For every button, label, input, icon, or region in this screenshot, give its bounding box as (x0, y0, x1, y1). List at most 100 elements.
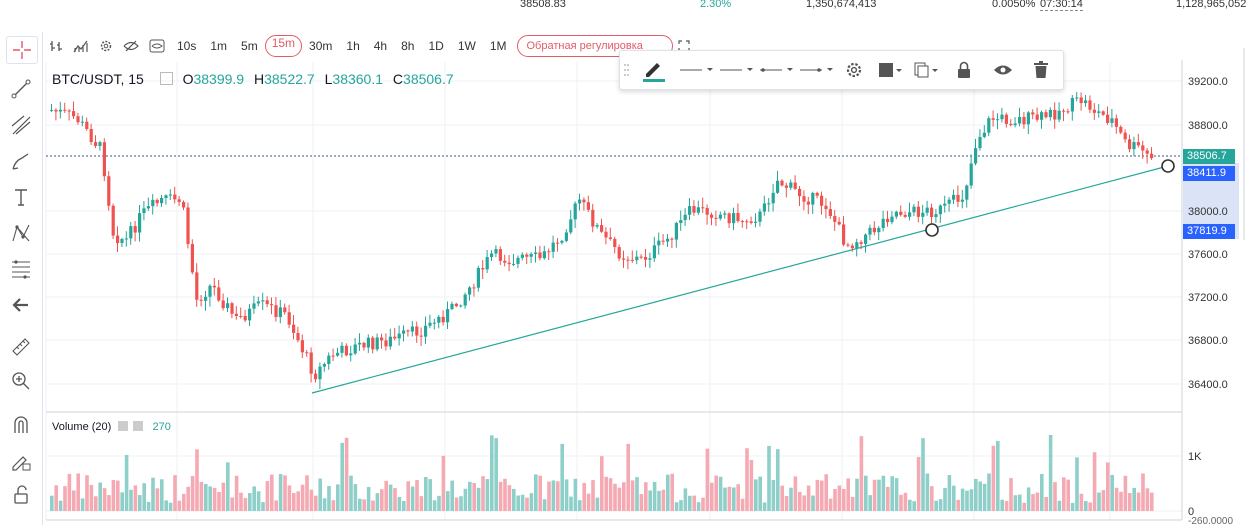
candle-body (1018, 116, 1022, 124)
volume-bar (340, 442, 344, 511)
text-tool[interactable] (6, 184, 36, 210)
candle-body (564, 232, 568, 241)
timeframe-1mo[interactable]: 1M (489, 39, 507, 53)
candle-body (705, 207, 709, 215)
timeframe-4h[interactable]: 4h (373, 39, 388, 53)
candle-body (661, 240, 665, 242)
volume-bar (375, 493, 380, 511)
volume-bar (1141, 473, 1145, 511)
timeframe-1d[interactable]: 1D (428, 39, 444, 53)
volume-bar (98, 482, 102, 511)
candle-body (793, 182, 797, 189)
candle-body (331, 355, 335, 357)
drag-handle[interactable] (620, 51, 632, 89)
volume-bar (1013, 495, 1018, 511)
drawing-settings-button[interactable] (836, 51, 872, 89)
volume-bar (943, 488, 947, 511)
legend-symbol[interactable]: BTC/USDT, 15 (52, 71, 144, 87)
delete-button[interactable] (1022, 51, 1060, 89)
lock-button[interactable] (944, 51, 984, 89)
volume-bar (402, 500, 406, 511)
volume-bar (1079, 493, 1084, 511)
lock-drawings-tool[interactable] (6, 448, 36, 474)
line-start-button[interactable] (756, 51, 796, 89)
candle-body (952, 194, 956, 200)
trend-line-tool[interactable] (6, 76, 36, 102)
settings-button[interactable] (94, 35, 118, 57)
volume-close-icon[interactable] (133, 421, 144, 431)
candle-body (151, 199, 155, 207)
candle-body (670, 238, 674, 240)
candle-body (740, 221, 744, 223)
timeframe-8h[interactable]: 8h (401, 39, 415, 53)
timeframe-30m[interactable]: 30m (309, 39, 333, 53)
volume-bar (648, 490, 652, 511)
unlock-tool[interactable] (6, 482, 36, 508)
volume-bar (305, 475, 309, 511)
timeframe-1m[interactable]: 1m (210, 39, 228, 53)
candle-body (67, 110, 71, 112)
line-low-tag: 37819.9 (1183, 224, 1235, 239)
candle-body (1026, 112, 1030, 125)
candle-body (239, 315, 243, 317)
clone-button[interactable] (908, 51, 944, 89)
volume-bar (80, 498, 85, 511)
ruler-tool[interactable] (6, 334, 36, 360)
hide-drawings-button[interactable] (118, 35, 144, 57)
candle-body (309, 352, 313, 374)
fullscreen-button[interactable] (673, 35, 695, 57)
candle-body (644, 256, 648, 260)
timeframe-1h[interactable]: 1h (346, 39, 360, 53)
timeframe-10s[interactable]: 10s (177, 39, 197, 53)
line-width-button[interactable] (676, 51, 716, 89)
volume-bar (894, 478, 899, 511)
candle-body (542, 251, 546, 259)
volume-bar (815, 479, 820, 511)
volume-bar (850, 496, 855, 511)
visibility-button[interactable] (984, 51, 1022, 89)
crosshair-tool[interactable] (6, 36, 38, 64)
volume-bar (705, 448, 710, 511)
candle-body (899, 211, 903, 215)
pattern-tool[interactable] (6, 220, 36, 246)
compare-bars-button[interactable] (44, 35, 68, 57)
volume-bar (982, 483, 987, 511)
volume-bar (749, 459, 754, 511)
parallel-channel-tool[interactable] (6, 112, 36, 138)
indicators-button[interactable] (68, 35, 94, 57)
back-arrow-tool[interactable] (6, 292, 36, 318)
brush-tool[interactable] (6, 148, 36, 174)
candle-body (727, 213, 731, 224)
volume-settings-icon[interactable] (118, 421, 129, 431)
volume-bar (635, 477, 639, 511)
volume-bar (1075, 457, 1079, 511)
candle-body (960, 199, 964, 202)
volume-bar (639, 494, 644, 511)
volume-tick: 0 (1188, 506, 1195, 518)
timeframe-5m[interactable]: 5m (241, 39, 258, 53)
legend-settings-icon[interactable] (159, 72, 173, 85)
template-button[interactable] (872, 51, 908, 89)
volume-bar (745, 448, 749, 511)
line-width-icon (680, 68, 713, 71)
line-end-button[interactable] (796, 51, 836, 89)
candle-body (437, 316, 441, 323)
candle-body (1084, 100, 1088, 104)
volume-bar (886, 486, 890, 511)
magnet-tool[interactable] (6, 412, 36, 438)
volume-bar (204, 483, 208, 511)
show-button[interactable] (144, 35, 170, 57)
timeframe-1w[interactable]: 1W (457, 39, 476, 53)
zoom-tool[interactable] (6, 368, 36, 394)
timeframe-15m[interactable]: 15m (264, 35, 303, 57)
fib-tool[interactable] (6, 256, 36, 282)
candle-body (1062, 110, 1066, 112)
line-color-button[interactable] (632, 51, 676, 89)
volume-bar (353, 484, 358, 511)
line-style-button[interactable] (716, 51, 756, 89)
volume-bar (107, 495, 111, 511)
reverse-adjust-button[interactable]: Обратная регулировка (517, 35, 674, 57)
candle-body (710, 214, 714, 218)
candle-body (978, 136, 982, 149)
